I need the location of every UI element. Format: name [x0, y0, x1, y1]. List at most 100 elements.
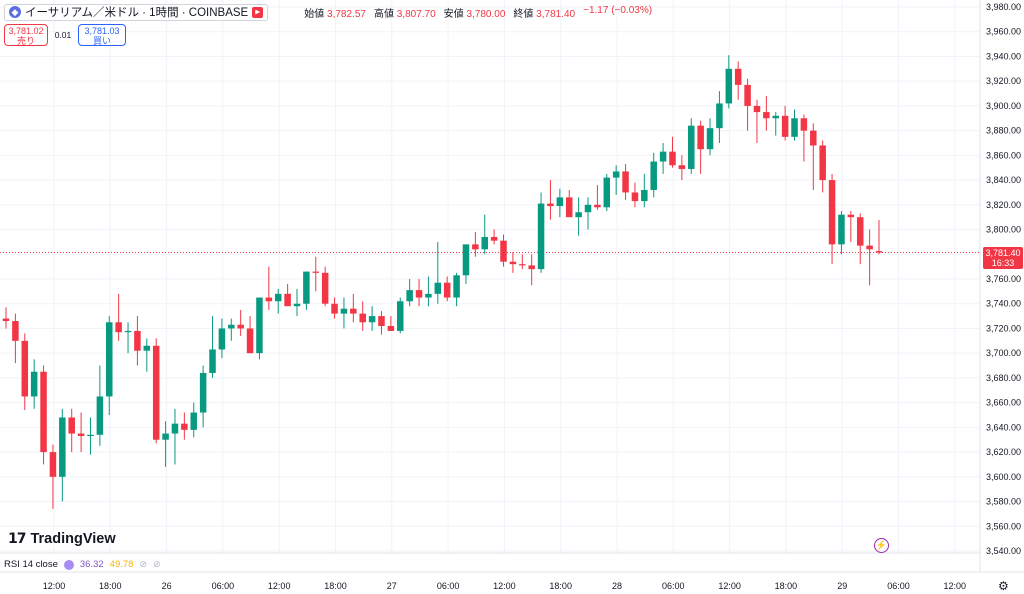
candle	[237, 309, 244, 336]
candle-body	[547, 203, 554, 207]
candle	[425, 276, 432, 307]
candle-body	[68, 417, 75, 434]
candle	[77, 412, 85, 453]
tradingview-logo[interactable]: 17 TradingView	[8, 531, 116, 547]
candle-body	[218, 328, 226, 350]
y-tick-label: 3,840.00	[986, 175, 1021, 185]
candle	[87, 417, 94, 455]
x-tick-label: 26	[162, 581, 172, 591]
candle-body	[453, 275, 460, 298]
trade-panel: 3,781.02 売り 0.01 3,781.03 買い	[4, 24, 126, 46]
candle	[443, 276, 451, 302]
candle-body	[49, 452, 57, 477]
candle	[406, 279, 413, 307]
candle	[312, 256, 320, 292]
candle	[96, 365, 104, 446]
candle	[622, 164, 629, 200]
candle	[115, 293, 122, 341]
y-tick-label: 3,820.00	[986, 200, 1021, 210]
candle-body	[734, 68, 742, 85]
x-tick-label: 06:00	[212, 581, 235, 591]
candle	[819, 140, 826, 193]
sell-button[interactable]: 3,781.02 売り	[4, 24, 48, 46]
eye-off-icon[interactable]: ⊘	[152, 559, 161, 569]
candle-body	[124, 330, 132, 333]
candle-body	[12, 321, 19, 341]
candle	[791, 109, 798, 141]
candle	[744, 78, 751, 131]
y-tick-label: 3,660.00	[986, 398, 1021, 408]
rsi-name[interactable]: RSI 14 close	[4, 559, 58, 570]
candle-body	[143, 345, 151, 351]
candle-body	[800, 118, 808, 131]
candle	[331, 297, 338, 319]
candle	[688, 118, 695, 174]
x-tick-label: 12:00	[268, 581, 291, 591]
candle-body	[725, 68, 733, 104]
candle	[772, 112, 779, 136]
flag-icon[interactable]	[252, 6, 264, 18]
candle-body	[500, 240, 507, 262]
candle	[472, 232, 479, 257]
candle-body	[847, 214, 855, 218]
candle-body	[40, 371, 47, 453]
candle	[612, 165, 620, 195]
buy-label: 買い	[92, 36, 111, 46]
ohlc-low: 安値 3,780.00	[443, 8, 506, 20]
candle	[106, 316, 113, 415]
price-axis[interactable]: 3,540.00 3,560.00 3,580.00 3,600.00 3,620.00…	[986, 2, 1021, 556]
settings-gear-icon[interactable]: ⚙	[998, 579, 1009, 593]
symbol-search-button[interactable]: ◆ イーサリアム／米ドル · 1時間 · COINBASE	[4, 3, 269, 21]
candle	[274, 288, 282, 314]
tradingview-logo-text: TradingView	[30, 531, 116, 547]
candle	[659, 143, 667, 174]
y-tick-label: 3,740.00	[986, 299, 1021, 309]
candle-body	[115, 322, 122, 333]
x-tick-label: 29	[837, 581, 847, 591]
candle	[453, 272, 460, 307]
candle	[218, 318, 226, 359]
candle	[669, 136, 676, 168]
candle	[800, 114, 808, 162]
candle	[434, 241, 442, 304]
candle	[21, 333, 29, 411]
buy-button[interactable]: 3,781.03 買い	[78, 24, 126, 46]
candle	[500, 234, 507, 267]
candle-body	[622, 171, 629, 193]
y-tick-label: 3,700.00	[986, 348, 1021, 358]
candle-body	[669, 151, 676, 166]
x-tick-label: 06:00	[887, 581, 910, 591]
candle	[810, 123, 817, 190]
y-tick-label: 3,920.00	[986, 76, 1021, 86]
candle	[321, 266, 329, 307]
candle-body	[838, 214, 845, 245]
candle	[716, 91, 723, 143]
candle	[537, 192, 545, 273]
candle	[734, 61, 742, 100]
candle-body	[706, 128, 714, 150]
candle-body	[678, 165, 686, 169]
candle-body	[406, 290, 413, 302]
y-tick-label: 3,600.00	[986, 472, 1021, 482]
sell-price: 3,781.02	[8, 26, 44, 36]
lightning-icon[interactable]: ⚡	[874, 538, 889, 553]
y-tick-label: 3,540.00	[986, 546, 1021, 556]
candle	[387, 316, 395, 331]
candle-body	[556, 197, 564, 207]
candle-body	[415, 290, 423, 298]
candle	[706, 118, 714, 156]
eye-off-icon[interactable]: ⊘	[139, 559, 147, 569]
candle	[152, 338, 160, 444]
y-tick-label: 3,860.00	[986, 150, 1021, 160]
candle-body	[565, 197, 573, 218]
candle	[856, 213, 864, 265]
candle-body	[819, 145, 826, 181]
candle	[781, 105, 789, 141]
last-price-badge: 3,781.40 16:33	[983, 247, 1023, 269]
x-tick-label: 18:00	[549, 581, 572, 591]
time-axis[interactable]: 12:00 18:00 26 06:00 12:00 18:00 27 06:00 12:00 1…	[43, 581, 966, 591]
ohlc-values: 始値 3,782.57 高値 3,807.70 安値 3,780.00 終値 3…	[304, 5, 652, 20]
y-tick-label: 3,560.00	[986, 521, 1021, 531]
candle	[565, 189, 573, 218]
